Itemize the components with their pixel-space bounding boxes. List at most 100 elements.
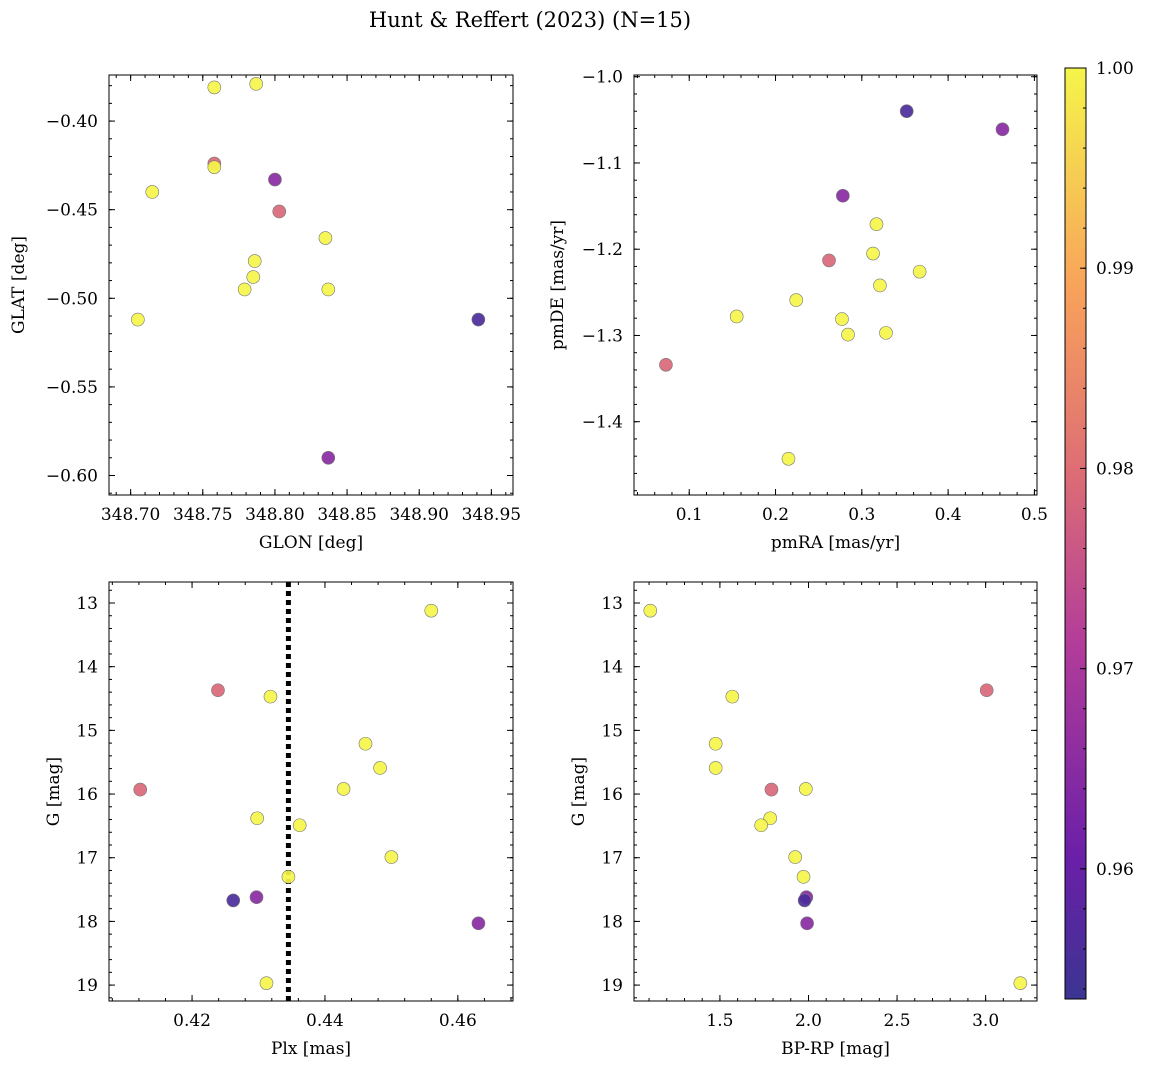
scatter-point (321, 282, 336, 297)
colorbar: 0.96 0.97 0.98 0.99 1.00 (1064, 59, 1134, 1000)
scatter-point (841, 327, 855, 342)
scatter-point (835, 312, 849, 326)
y-tick-label: −0.55 (46, 378, 98, 398)
scatter-point (873, 278, 887, 293)
scatter-point (207, 80, 222, 95)
y-tick-label: −1.1 (582, 154, 623, 174)
scatter-point (781, 451, 796, 466)
x-tick-label: 2.5 (884, 1011, 911, 1031)
scatter-point (754, 818, 768, 833)
x-tick-label: 0.42 (173, 1011, 211, 1031)
panel-bprp_g: 1.5 2.0 2.5 3.0 13 14 15 16 17 18 19 BP-RP [mag] G [… (569, 581, 1038, 1059)
y-tick-label: 16 (601, 785, 623, 805)
y-tick-label: 15 (76, 721, 98, 741)
y-tick-label: 13 (601, 594, 623, 614)
scatter-points (133, 603, 486, 990)
scatter-point (869, 217, 884, 231)
x-axis-label: Plx [mas] (271, 1039, 351, 1059)
scatter-point (800, 916, 814, 931)
minor-ticks (109, 582, 513, 1001)
scatter-point (358, 736, 373, 751)
scatter-point (249, 890, 264, 905)
scatter-point (643, 603, 658, 618)
scatter-point (336, 782, 351, 796)
scatter-point (318, 231, 333, 245)
colorbar-tick-label: 0.96 (1096, 860, 1134, 880)
minor-ticks (634, 582, 1037, 1001)
y-axis-label: G [mag] (569, 757, 589, 826)
y-tick-label: 16 (76, 785, 98, 805)
scatter-point (471, 312, 486, 327)
x-tick-label: 0.46 (439, 1011, 477, 1031)
scatter-point (268, 172, 282, 187)
x-tick-label: 1.5 (706, 1011, 733, 1031)
scatter-point (373, 761, 387, 775)
scatter-point (659, 357, 673, 372)
y-tick-label: −1.4 (582, 413, 623, 433)
scatter-point (799, 782, 813, 796)
y-tick-label: −0.40 (46, 112, 98, 132)
axes-frame (108, 74, 514, 496)
x-tick-label: 0.44 (306, 1011, 344, 1031)
panel-glon_glat: 348.70 348.75 348.80 348.85 348.90 348.95 −0.4… (9, 74, 521, 553)
scatter-points (643, 603, 1028, 990)
colorbar-gradient (1065, 68, 1086, 999)
scatter-point (246, 270, 261, 284)
scatter-point (249, 77, 263, 91)
x-axis-label: BP-RP [mag] (781, 1039, 890, 1059)
scatter-point (879, 326, 893, 340)
y-tick-label: 19 (601, 976, 623, 996)
y-tick-label: −1.2 (582, 240, 623, 260)
colorbar-tick-label: 0.98 (1096, 459, 1134, 479)
scatter-point (1013, 976, 1028, 990)
scatter-point (247, 254, 262, 268)
colorbar-tick-label: 0.97 (1096, 660, 1134, 680)
colorbar-frame (1064, 67, 1087, 1000)
scatter-point (912, 264, 927, 279)
scatter-point (145, 185, 160, 199)
scatter-point (764, 782, 779, 797)
x-tick-label: 348.95 (462, 505, 521, 525)
scatter-point (211, 683, 225, 698)
y-tick-label: 15 (601, 721, 623, 741)
y-tick-label: 19 (76, 976, 98, 996)
scatter-point (237, 282, 252, 297)
scatter-point (836, 188, 850, 203)
scatter-point (725, 689, 740, 704)
figure-title: Hunt & Reffert (2023) (N=15) (369, 8, 691, 32)
scatter-point (424, 603, 439, 618)
scatter-point (272, 204, 287, 219)
y-tick-label: −1.0 (582, 68, 623, 88)
axes-frame (108, 581, 514, 1002)
x-tick-label: 348.80 (245, 505, 304, 525)
y-tick-label: −0.60 (46, 467, 98, 487)
x-tick-label: 2.0 (795, 1011, 822, 1031)
scatter-point (788, 850, 803, 864)
scatter-point (797, 893, 812, 908)
scatter-point (979, 683, 994, 698)
y-tick-label: 14 (601, 658, 623, 678)
x-tick-label: 0.1 (676, 505, 703, 525)
scatter-point (292, 818, 307, 833)
x-tick-label: 0.3 (848, 505, 875, 525)
scatter-points (659, 104, 1010, 466)
minor-ticks (634, 75, 1037, 495)
y-tick-label: −1.3 (582, 326, 623, 346)
y-tick-label: 17 (76, 849, 98, 869)
scatter-point (995, 122, 1010, 137)
y-tick-label: 18 (601, 912, 623, 932)
scatter-point (471, 916, 486, 931)
scatter-point (729, 309, 744, 324)
y-tick-label: 13 (76, 594, 98, 614)
x-tick-label: 348.90 (389, 505, 448, 525)
panel-plx_g: 0.42 0.44 0.46 13 14 15 16 17 18 19 Plx [mas] G [ma… (44, 581, 514, 1059)
colorbar-tick-label: 1.00 (1096, 59, 1134, 79)
y-tick-label: 17 (601, 849, 623, 869)
scatter-point (207, 160, 222, 174)
axes-frame (633, 581, 1038, 1002)
y-axis-label: G [mag] (44, 757, 64, 826)
scatter-point (899, 104, 914, 119)
x-tick-label: 348.75 (173, 505, 232, 525)
scatter-point (131, 312, 145, 327)
